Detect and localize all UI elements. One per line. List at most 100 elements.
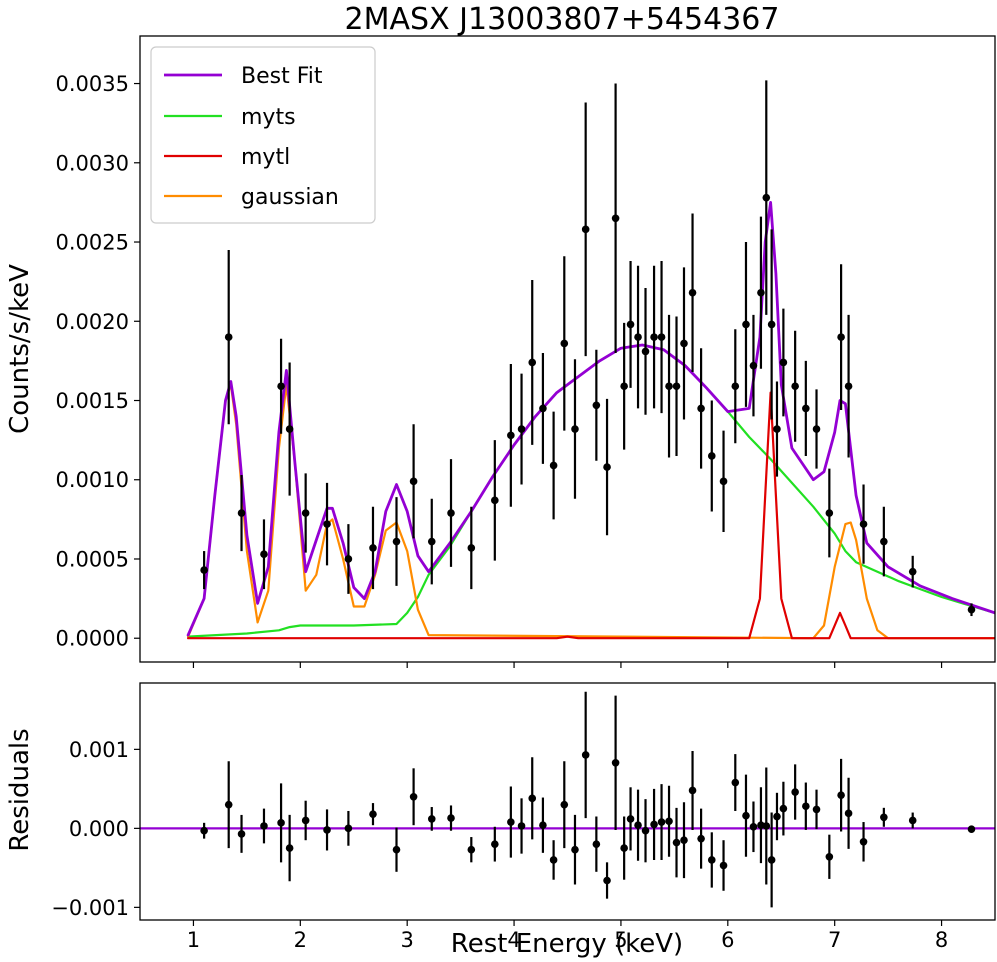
residual-data-point <box>688 786 697 795</box>
residual-data-point <box>767 856 776 864</box>
spectrum-data-point <box>859 520 868 528</box>
residual-data-point <box>528 794 537 803</box>
residuals-x-tick-label: 3 <box>401 928 414 952</box>
spectrum-data-point <box>549 461 558 470</box>
residual-data-point <box>620 844 628 852</box>
residual-data-point <box>742 811 750 820</box>
residual-data-point <box>447 814 455 822</box>
spectrum-data-point <box>620 382 628 391</box>
spectrum-data-point <box>277 382 285 391</box>
legend-label-gaussian: gaussian <box>241 185 339 210</box>
legend-box <box>150 46 376 224</box>
residual-data-point <box>467 845 476 854</box>
spectrum-y-tick-label: 0.0030 <box>56 151 129 175</box>
spectrum-y-tick-label: 0.0005 <box>56 547 129 571</box>
spectrum-data-point <box>285 425 294 433</box>
spectrum-y-axis-label: Counts/s/keV <box>5 264 35 434</box>
residual-data-point <box>657 818 666 826</box>
residual-data-point <box>517 822 526 830</box>
residuals-panel: −0.001 0.000 0.001 1 2 3 4 5 6 7 8 Residuals Rest … <box>5 682 996 959</box>
residual-data-point <box>749 822 758 831</box>
chart-title: 2MASX J13003807+5454367 <box>345 2 780 37</box>
residual-data-point <box>301 816 310 825</box>
residual-data-point <box>200 826 208 835</box>
spectrum-data-point <box>626 320 635 329</box>
residual-data-point <box>762 822 771 830</box>
spectrum-data-point <box>507 431 515 440</box>
spectrum-data-point <box>392 537 401 546</box>
spectrum-data-point <box>812 425 821 433</box>
spectrum-data-point <box>603 463 611 471</box>
spectrum-data-point <box>539 404 547 413</box>
spectrum-data-point <box>707 452 716 460</box>
spectrum-data-point <box>560 339 569 348</box>
spectrum-data-point <box>837 333 845 341</box>
spectrum-data-point <box>571 425 579 433</box>
residual-data-point <box>626 815 635 823</box>
residual-data-point <box>603 876 611 885</box>
residual-data-point <box>707 856 716 864</box>
residual-data-point <box>672 838 681 847</box>
residual-data-point <box>277 819 285 827</box>
spectrum-data-point <box>742 320 750 329</box>
residual-data-point <box>409 792 418 801</box>
residuals-plot-area <box>140 691 995 908</box>
residual-data-point <box>539 821 547 829</box>
spectrum-data-point <box>344 555 353 563</box>
residual-data-point <box>549 856 558 864</box>
residuals-x-tick-label: 6 <box>721 928 734 952</box>
residual-data-point <box>237 830 246 838</box>
residual-data-point <box>665 817 673 826</box>
spectrum-data-point <box>680 339 688 348</box>
spectrum-data-point <box>592 401 601 410</box>
residuals-x-tick-label: 4 <box>507 928 520 952</box>
residual-data-point <box>837 791 845 799</box>
residual-data-point <box>680 836 688 845</box>
spectrum-data-point <box>880 537 888 546</box>
residual-data-point <box>880 813 888 822</box>
spectrum-data-point <box>802 404 810 413</box>
spectrum-axes-frame <box>139 35 996 663</box>
spectrum-data-point <box>369 544 377 552</box>
residual-data-point <box>260 822 268 830</box>
residual-data-point <box>224 800 233 809</box>
legend-label-myts: myts <box>241 105 296 130</box>
residual-data-point <box>773 812 781 821</box>
spectrum-data-point <box>672 382 681 391</box>
spectrum-data-point <box>517 425 526 433</box>
residual-data-point <box>791 788 799 796</box>
spectrum-data-point <box>409 477 418 486</box>
residual-data-point <box>802 802 810 811</box>
spectrum-data-point <box>260 550 268 559</box>
residual-data-point <box>571 845 579 854</box>
spectrum-plot-area <box>186 80 995 640</box>
residual-data-point <box>812 805 821 814</box>
series-line-myts <box>187 343 995 638</box>
x-axis-label: Rest Energy (keV) <box>451 929 683 959</box>
spectrum-panel: 0.0000 0.0005 0.0010 0.0015 0.0020 0.0025 0.00… <box>5 35 996 668</box>
spectrum-data-point <box>200 566 208 574</box>
spectrum-data-point <box>844 382 853 391</box>
spectrum-data-point <box>749 361 758 370</box>
spectrum-data-point <box>323 520 331 528</box>
residual-data-point <box>825 853 834 861</box>
residuals-y-axis-label: Residuals <box>5 728 35 851</box>
residual-data-point <box>641 826 650 835</box>
residual-data-point <box>392 845 401 854</box>
legend-label-mytl: mytl <box>241 145 290 170</box>
residuals-y-tick-label: 0.000 <box>69 817 129 841</box>
spectrum-data-point <box>697 404 705 413</box>
residuals-x-tick-label: 7 <box>828 928 841 952</box>
spectrum-data-point <box>688 288 697 297</box>
residual-data-point <box>427 815 436 823</box>
residual-data-point <box>285 844 294 852</box>
legend-label-best-fit: Best Fit <box>241 64 323 89</box>
spectrum-data-point <box>791 382 799 391</box>
spectrum-data-point <box>757 288 765 297</box>
residuals-x-tick-label: 8 <box>935 928 948 952</box>
residual-data-point <box>844 809 853 818</box>
series-line-mytl <box>187 391 995 640</box>
spectrum-data-point <box>773 425 781 433</box>
spectrum-data-point <box>528 358 537 367</box>
